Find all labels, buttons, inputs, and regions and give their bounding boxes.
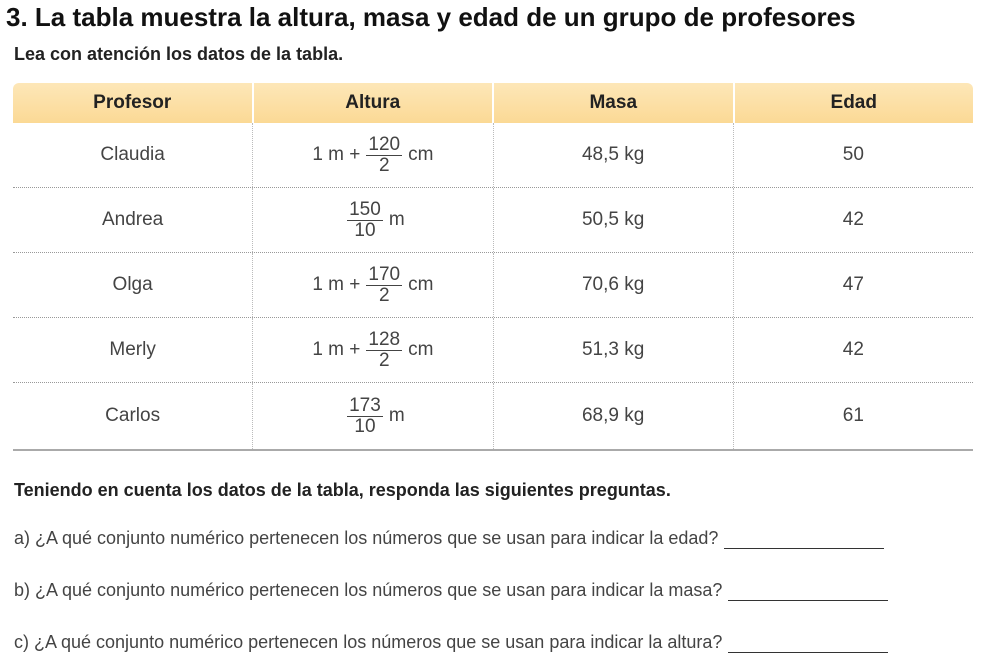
- question-text: a) ¿A qué conjunto numérico pertenecen l…: [14, 528, 719, 548]
- fraction: 170 2: [366, 263, 403, 306]
- title: 3. La tabla muestra la altura, masa y ed…: [6, 2, 856, 32]
- column-header: Masa: [492, 83, 733, 123]
- answer-line: [728, 599, 889, 601]
- numerator: 150: [347, 198, 383, 221]
- question-text: b) ¿A qué conjunto numérico pertenecen l…: [14, 580, 723, 600]
- question: b) ¿A qué conjunto numérico pertenecen l…: [14, 580, 889, 601]
- edad-cell: 50: [732, 123, 973, 187]
- profesor-cell: Merly: [109, 339, 156, 360]
- altura-unit: cm: [408, 339, 434, 360]
- edad-cell: 47: [732, 253, 973, 317]
- masa-cell: 68,9 kg: [492, 383, 733, 449]
- edad-cell: 42: [732, 318, 973, 382]
- table-body: Claudia 1 m +120 2 cm 48,5 kg 50 Andrea 150 10 m 5…: [13, 123, 973, 451]
- altura-unit: m: [388, 405, 405, 426]
- masa-cell: 51,3 kg: [492, 318, 733, 382]
- profesor-cell: Olga: [112, 274, 153, 295]
- altura-cell: 1 m +128 2 cm: [252, 318, 492, 382]
- fraction: 128 2: [366, 328, 403, 371]
- question: a) ¿A qué conjunto numérico pertenecen l…: [14, 528, 885, 549]
- altura-cell: 1 m +170 2 cm: [252, 253, 492, 317]
- numerator: 120: [366, 133, 403, 156]
- denominator: 10: [354, 219, 376, 241]
- altura-unit: cm: [408, 144, 434, 165]
- altura-unit: cm: [408, 274, 434, 295]
- altura-cell: 1 m +120 2 cm: [252, 123, 492, 187]
- data-table: Profesor Altura Masa Edad Claudia 1 m +120 2 c…: [13, 83, 973, 451]
- table-header: Profesor Altura Masa Edad: [13, 83, 973, 123]
- fraction: 120 2: [366, 133, 403, 176]
- denominator: 2: [378, 349, 390, 371]
- masa-cell: 50,5 kg: [492, 188, 733, 252]
- column-header: Edad: [732, 83, 974, 123]
- denominator: 2: [378, 154, 390, 176]
- altura-cell: 150 10 m: [252, 188, 492, 252]
- table-row: Merly 1 m +128 2 cm 51,3 kg 42: [13, 317, 973, 382]
- table-row: Olga 1 m +170 2 cm 70,6 kg 47: [13, 252, 973, 317]
- denominator: 10: [354, 415, 376, 437]
- fraction: 150 10: [347, 198, 383, 241]
- altura-prefix: 1 m +: [312, 339, 361, 360]
- table-row: Andrea 150 10 m 50,5 kg 42: [13, 187, 973, 252]
- altura-prefix: 1 m +: [312, 144, 361, 165]
- instruction: Lea con atención los datos de la tabla.: [14, 44, 344, 64]
- altura-cell: 173 10 m: [252, 383, 492, 449]
- numerator: 128: [366, 328, 403, 351]
- answer-line: [724, 547, 885, 549]
- profesor-cell: Claudia: [100, 144, 165, 165]
- numerator: 173: [347, 394, 383, 417]
- altura-prefix: 1 m +: [312, 274, 361, 295]
- edad-cell: 42: [732, 188, 973, 252]
- masa-cell: 48,5 kg: [492, 123, 733, 187]
- table-row: Claudia 1 m +120 2 cm 48,5 kg 50: [13, 123, 973, 187]
- altura-unit: m: [388, 209, 405, 230]
- question: c) ¿A qué conjunto numérico pertenecen l…: [14, 632, 889, 653]
- answer-line: [728, 651, 889, 653]
- fraction: 173 10: [347, 394, 383, 437]
- profesor-cell: Andrea: [101, 209, 164, 230]
- masa-cell: 70,6 kg: [492, 253, 733, 317]
- profesor-cell: Carlos: [105, 405, 161, 426]
- numerator: 170: [366, 263, 403, 286]
- column-header: Altura: [251, 83, 493, 123]
- edad-cell: 61: [732, 383, 973, 449]
- questions-intro: Teniendo en cuenta los datos de la tabla…: [14, 480, 671, 500]
- denominator: 2: [378, 284, 390, 306]
- question-text: c) ¿A qué conjunto numérico pertenecen l…: [14, 632, 723, 652]
- table-row: Carlos 173 10 m 68,9 kg 61: [13, 382, 973, 451]
- column-header: Profesor: [93, 92, 172, 113]
